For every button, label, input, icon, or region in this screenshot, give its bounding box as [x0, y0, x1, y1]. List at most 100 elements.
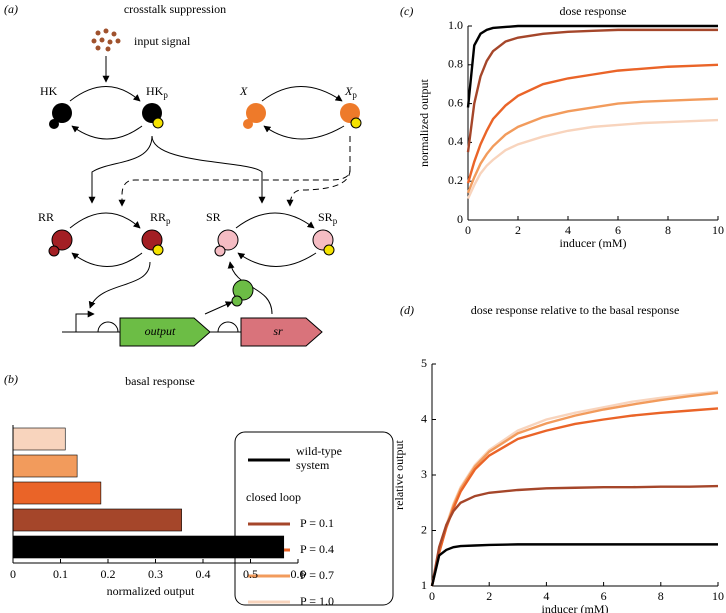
- rr-node: [51, 229, 73, 251]
- phosphate: [152, 244, 164, 256]
- rr-head: [48, 245, 60, 257]
- x-tick-label: 0.2: [101, 567, 116, 581]
- bar: [12, 454, 78, 478]
- y-tick-label: 5: [421, 356, 427, 370]
- output-head: [231, 295, 243, 307]
- x-tick-label: 6: [615, 223, 621, 237]
- y-tick-label: 3: [421, 467, 427, 481]
- label-text: SR: [206, 210, 221, 224]
- sr-head: [214, 245, 226, 257]
- node-label: HK: [40, 84, 58, 98]
- line-series: [466, 63, 719, 184]
- gene-label: sr: [273, 324, 283, 338]
- terminator: [97, 321, 119, 333]
- y-tick-label: 0.4: [448, 134, 463, 148]
- chart-title: dose response: [560, 4, 627, 18]
- x-tick-label: 0: [465, 223, 471, 237]
- label-sub: p: [333, 216, 338, 226]
- label-text: RR: [38, 210, 54, 224]
- arrow: [71, 252, 143, 267]
- x-tick-label: 6: [601, 589, 607, 603]
- panel-label: (c): [400, 4, 413, 18]
- x-tick-label: 0.3: [148, 567, 163, 581]
- promoter: [75, 310, 95, 332]
- sr-gene: [240, 317, 323, 347]
- line-series: [466, 118, 719, 200]
- bar: [12, 481, 102, 505]
- legend-label: P = 0.1: [300, 516, 334, 530]
- link: [286, 169, 351, 207]
- arrow: [261, 86, 343, 102]
- legend-text: wild-type: [296, 444, 342, 458]
- x-tick-label: 0: [429, 589, 435, 603]
- arrow: [71, 125, 143, 140]
- x-axis-label: inducer (mM): [560, 236, 627, 250]
- x-node: [246, 103, 266, 123]
- x-tick-label: 0.1: [53, 567, 68, 581]
- legend-label: P = 0.4: [300, 542, 334, 556]
- input-label: input signal: [134, 34, 191, 48]
- y-tick-label: 0: [457, 212, 463, 226]
- gene-label: output: [145, 324, 176, 338]
- x-tick-label: 0: [10, 567, 16, 581]
- y-tick-label: 1.0: [448, 18, 463, 32]
- panel-label: (b): [4, 372, 18, 386]
- legend-label: P = 1.0: [300, 594, 334, 608]
- node-label: RR: [38, 210, 54, 224]
- output-protein: [232, 279, 254, 301]
- phosphate: [323, 244, 335, 256]
- diagram: (a) crosstalk suppression input signal H…: [4, 2, 362, 347]
- node-label: Xp: [344, 84, 357, 100]
- label-text: RR: [150, 210, 166, 224]
- x-tick-label: 2: [486, 589, 492, 603]
- y-axis-label: relative output: [392, 440, 406, 510]
- y-tick-label: 2: [421, 522, 427, 536]
- chart-title: dose response relative to the basal resp…: [471, 303, 680, 317]
- arrow: [204, 301, 233, 315]
- arrow: [69, 212, 141, 229]
- line-series: [466, 24, 718, 108]
- x-tick-label: 8: [658, 589, 664, 603]
- label-text: SR: [318, 210, 333, 224]
- bar: [12, 508, 182, 532]
- panel-label: (a): [4, 2, 18, 16]
- arrow: [237, 252, 317, 267]
- legend-title: closed loop: [246, 490, 301, 504]
- y-tick-label: 4: [421, 411, 427, 425]
- panel-label: (d): [400, 303, 414, 317]
- x-tick-label: 10: [712, 589, 724, 603]
- terminator: [217, 321, 239, 333]
- node-label: SRp: [318, 210, 338, 226]
- node-label: HKp: [146, 84, 168, 100]
- legend-text: system: [296, 458, 330, 472]
- y-axis-label: normalized output: [417, 79, 431, 167]
- chart-title: basal response: [125, 374, 195, 388]
- label-sub: p: [166, 216, 171, 226]
- x-tick-label: 4: [543, 589, 549, 603]
- label-text: HK: [40, 84, 58, 98]
- label-text: X: [239, 84, 248, 98]
- x-tick-label: 0.5: [243, 567, 258, 581]
- arrow: [88, 261, 151, 309]
- legend-label: P = 0.7: [300, 568, 334, 582]
- line-series: [466, 28, 718, 153]
- line-series: [430, 543, 718, 587]
- label-sub: p: [352, 90, 357, 100]
- hk-node: [52, 103, 72, 123]
- node-label: SR: [206, 210, 221, 224]
- link: [151, 135, 266, 204]
- arrow: [69, 86, 141, 102]
- diagram-title: crosstalk suppression: [124, 2, 226, 16]
- line-series: [466, 97, 719, 194]
- link: [88, 135, 153, 204]
- x-tick-label: 4: [565, 223, 571, 237]
- x-axis-label: normalized output: [107, 584, 195, 598]
- label-sub: p: [163, 90, 168, 100]
- legend-label: wild-type system: [296, 444, 342, 472]
- legend-entries: wild-type system closed loop P = 0.1 P = 0.4…: [246, 444, 342, 608]
- bar: [12, 427, 66, 451]
- legend: [234, 431, 394, 606]
- x-tick-label: 0.4: [196, 567, 211, 581]
- line-series: [430, 391, 719, 587]
